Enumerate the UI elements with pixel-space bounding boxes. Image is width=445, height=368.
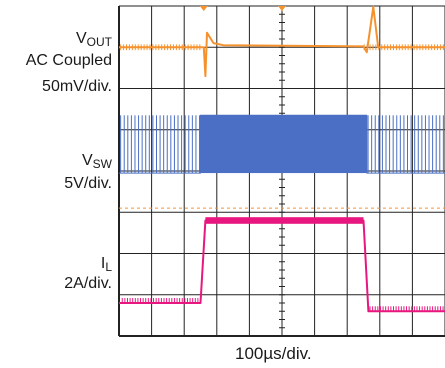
trace-layer	[119, 5, 445, 313]
il-plateau-ripple	[205, 217, 364, 224]
vout-label: VOUT	[75, 30, 112, 49]
vsw-label: VSW	[81, 152, 112, 171]
il-scale-label: 2A/div.	[64, 275, 112, 292]
x-axis-label: 100µs/div.	[235, 344, 312, 363]
trigger-marker	[199, 6, 208, 11]
center-marker	[278, 6, 286, 11]
vout-coupling-label: AC Coupled	[25, 52, 112, 69]
il-label: IL	[100, 255, 112, 274]
trace-0	[119, 5, 445, 78]
vsw-scale-label: 5V/div.	[64, 175, 112, 192]
trace-1	[119, 114, 445, 174]
vout-scale-label: 50mV/div.	[42, 78, 112, 95]
vsw-dense-switching	[200, 115, 367, 174]
